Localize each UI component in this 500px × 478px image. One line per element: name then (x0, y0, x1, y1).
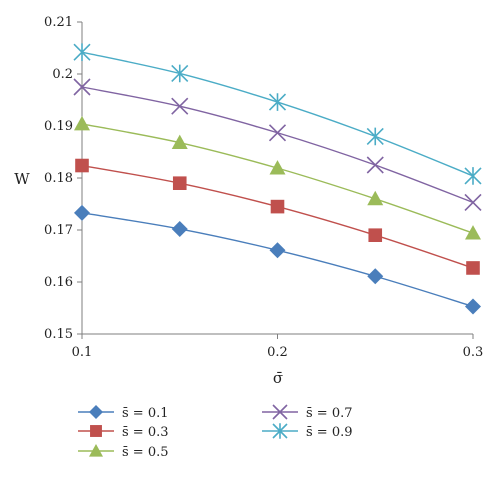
data-point (171, 97, 189, 115)
data-point (74, 115, 90, 131)
data-point (367, 268, 384, 285)
data-point (75, 158, 89, 173)
legend-marker (90, 425, 102, 437)
legend-label: s̄ = 0.1 (122, 406, 169, 421)
tick-labels: 0.15 0.16 0.17 0.18 0.19 0.2 0.21 0.1 0.2 0.3 (44, 15, 483, 360)
series-1 (74, 204, 481, 315)
data-point (73, 78, 91, 96)
series-4 (73, 78, 482, 212)
series-line (81, 123, 474, 234)
plot-area (73, 43, 482, 315)
legend: s̄ = 0.1 s̄ = 0.3 s̄ = 0.5 s̄ = 0.7 s̄ = 0.9 (78, 404, 353, 460)
data-point (367, 190, 384, 206)
series-2 (75, 158, 480, 275)
x-tick-label: 0.2 (267, 345, 288, 360)
legend-entry: s̄ = 0.7 (262, 404, 353, 421)
data-point (270, 199, 285, 214)
data-point (171, 220, 188, 237)
axes (77, 21, 474, 339)
data-point (464, 167, 482, 185)
legend-label: s̄ = 0.5 (122, 445, 169, 460)
data-point (465, 225, 481, 240)
legend-marker (89, 444, 103, 457)
data-point (269, 160, 286, 175)
x-tick-label: 0.3 (463, 345, 484, 360)
legend-label: s̄ = 0.7 (306, 406, 353, 421)
series-5 (73, 43, 482, 185)
data-point (268, 124, 287, 142)
legend-entry: s̄ = 0.3 (78, 425, 169, 440)
legend-entry: s̄ = 0.5 (78, 444, 169, 460)
y-axis-label: W (14, 170, 30, 188)
data-point (73, 43, 91, 61)
data-point (269, 242, 286, 259)
data-point (172, 176, 187, 190)
data-point (366, 127, 384, 146)
legend-label: s̄ = 0.9 (306, 425, 353, 440)
data-point (368, 228, 383, 242)
y-tick-label: 0.18 (44, 171, 73, 186)
legend-entry: s̄ = 0.9 (262, 423, 353, 440)
data-point (466, 261, 480, 275)
data-point (171, 134, 188, 150)
y-tick-label: 0.17 (44, 223, 73, 238)
x-axis-label: σ̄ (273, 369, 283, 387)
series-line (81, 51, 474, 177)
data-point (268, 93, 287, 111)
data-point (74, 204, 90, 221)
data-point (171, 64, 189, 83)
legend-marker (272, 404, 288, 420)
legend-entry: s̄ = 0.1 (78, 405, 169, 421)
y-tick-label: 0.21 (44, 15, 73, 30)
data-point (366, 156, 384, 174)
y-tick-label: 0.2 (52, 67, 73, 82)
y-tick-label: 0.16 (44, 275, 73, 290)
y-tick-label: 0.19 (44, 119, 73, 134)
data-point (465, 298, 481, 315)
series-3 (74, 115, 481, 240)
y-tick-label: 0.15 (44, 327, 73, 342)
data-point (464, 193, 482, 212)
legend-marker (89, 405, 103, 419)
x-tick-label: 0.1 (72, 345, 93, 360)
legend-marker (272, 423, 288, 439)
legend-label: s̄ = 0.3 (122, 425, 169, 440)
series-line (81, 212, 474, 308)
